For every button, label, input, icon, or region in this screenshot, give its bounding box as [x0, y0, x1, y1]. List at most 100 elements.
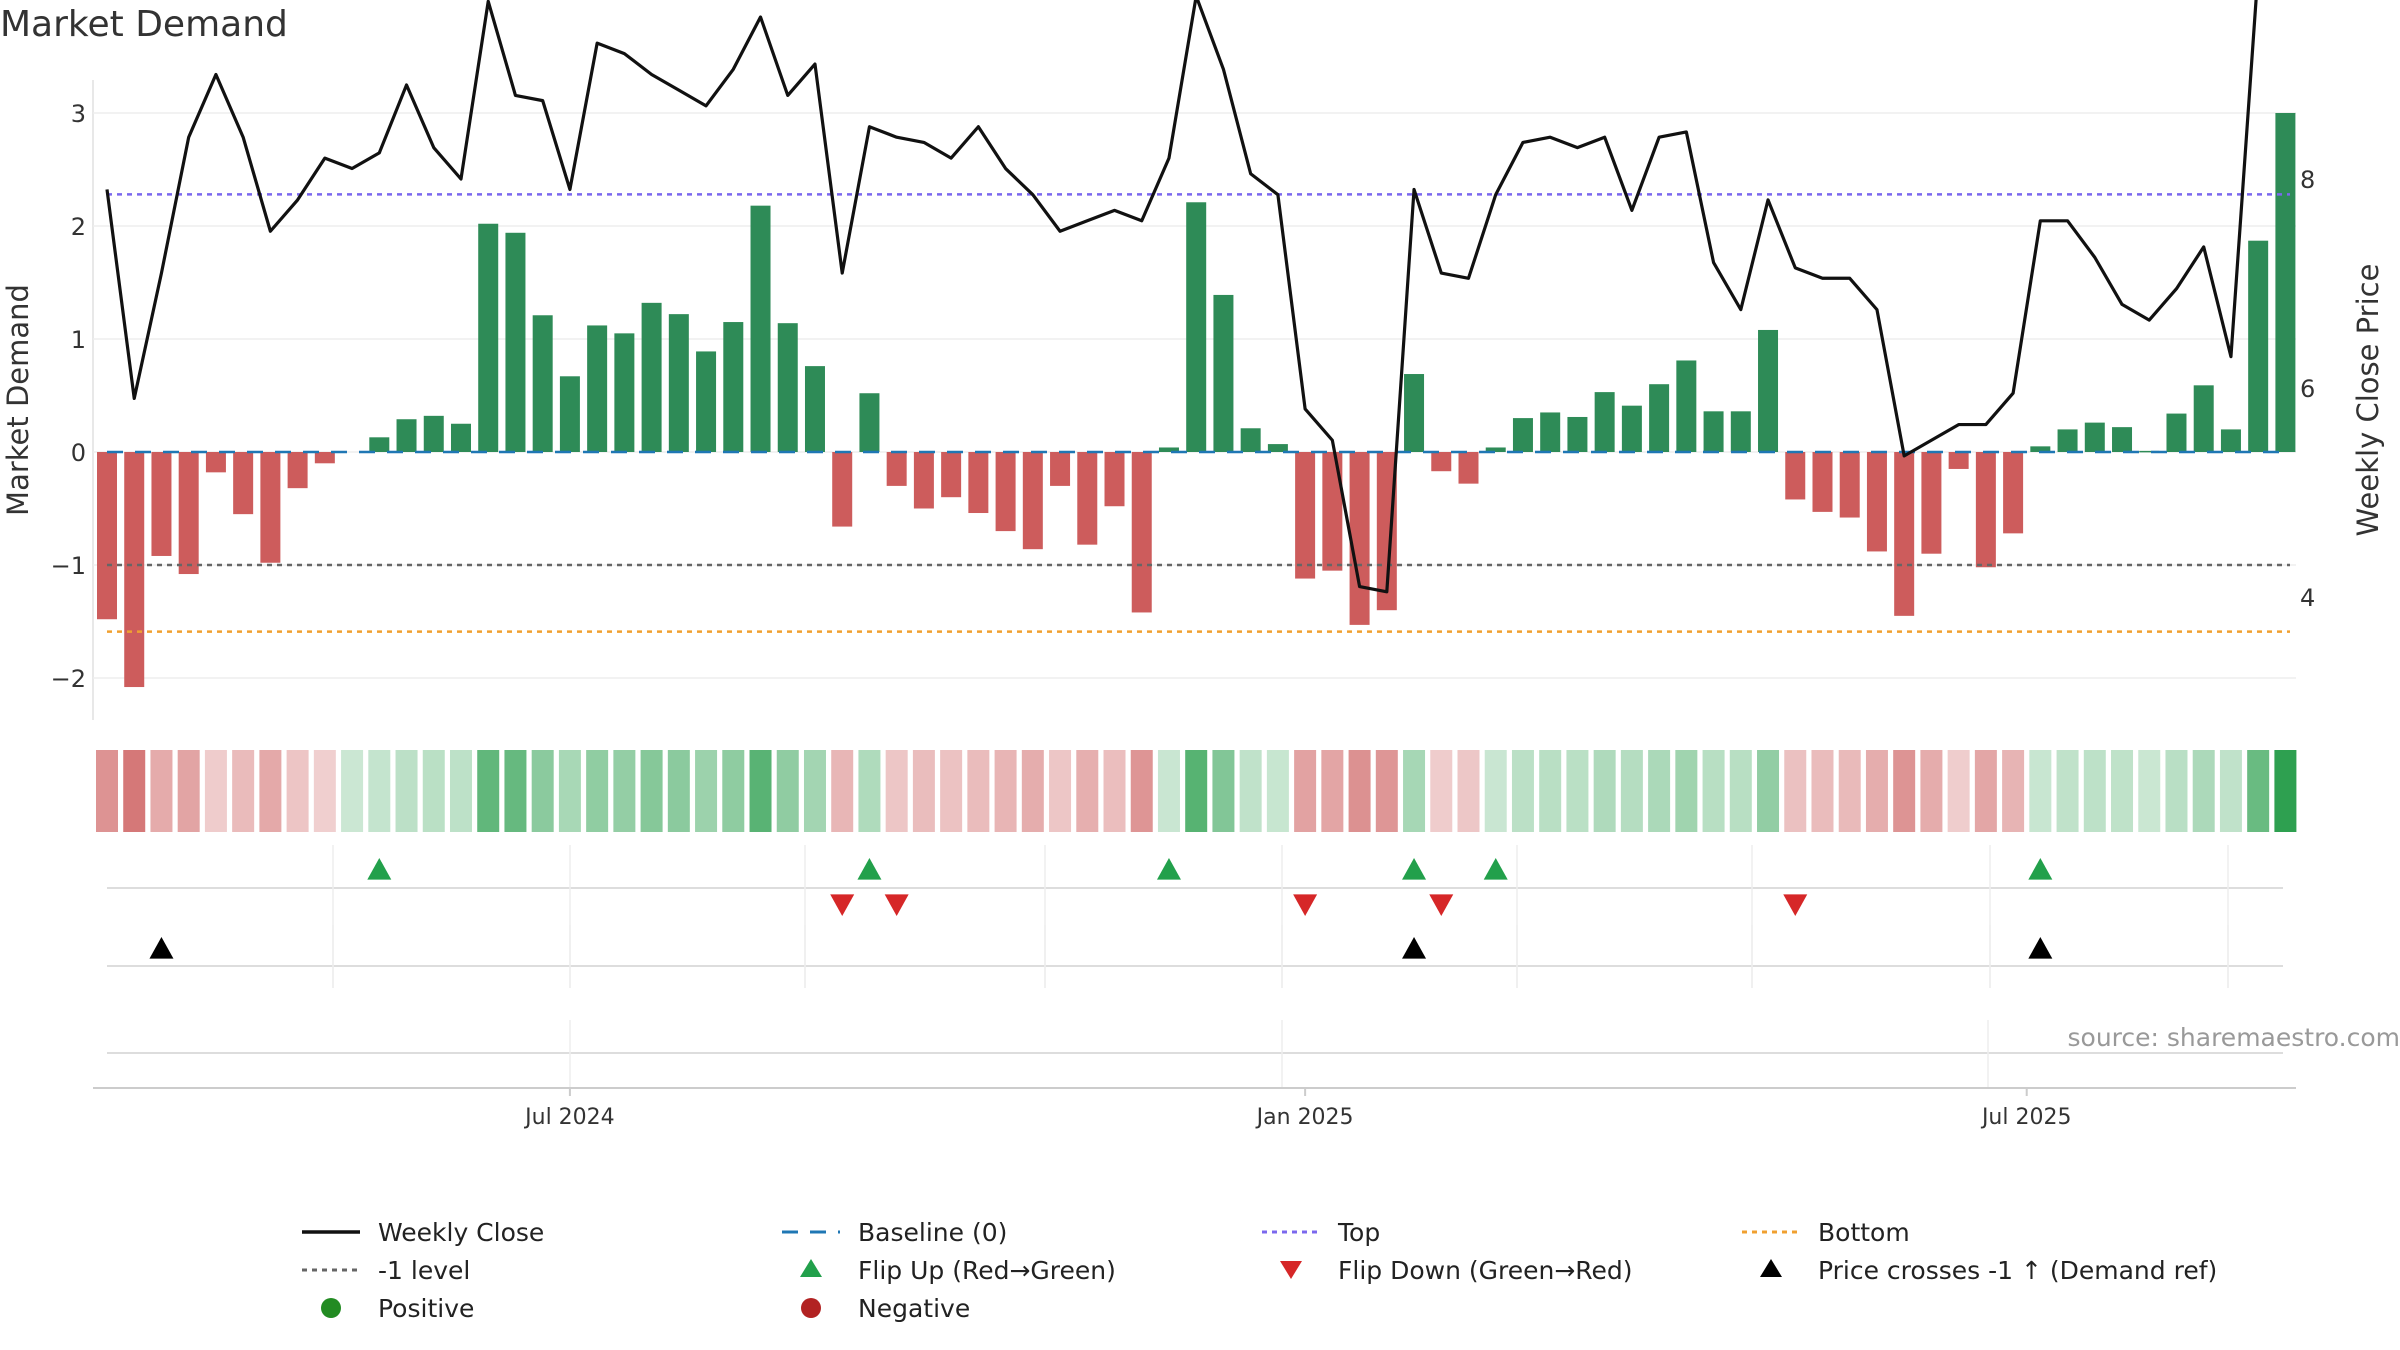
heat-cell	[150, 750, 173, 832]
heat-cell	[695, 750, 718, 832]
demand-bar	[641, 302, 662, 452]
legend-label: Bottom	[1818, 1217, 1910, 1247]
demand-bar	[1077, 452, 1098, 545]
legend-label: Negative	[858, 1293, 971, 1323]
demand-bar	[1921, 452, 1942, 554]
heat-cell	[1648, 750, 1671, 832]
demand-bar	[2166, 413, 2187, 452]
demand-bar	[968, 452, 989, 514]
y2-tick-label: 8	[2300, 166, 2315, 194]
x-tick-label: Jan 2025	[1255, 1105, 1354, 1130]
demand-bar	[941, 452, 962, 498]
heat-cell	[2138, 750, 2161, 832]
heat-cell	[1593, 750, 1616, 832]
legend-item-neg-dot: Negative	[780, 1289, 970, 1327]
heat-cell	[1076, 750, 1099, 832]
demand-bar	[1866, 452, 1887, 552]
heat-cell	[1484, 750, 1507, 832]
heat-cell	[2247, 750, 2270, 832]
heat-cell	[1675, 750, 1698, 832]
heat-cell	[313, 750, 336, 832]
heat-cell	[2002, 750, 2025, 832]
legend-symbol	[780, 1251, 844, 1289]
legend-label: Flip Down (Green→Red)	[1338, 1255, 1633, 1285]
heat-cell	[177, 750, 200, 832]
heat-cell	[504, 750, 527, 832]
demand-bar	[696, 351, 717, 452]
demand-bar	[777, 323, 798, 452]
demand-bar	[2139, 450, 2160, 453]
legend-label: Price crosses -1 ↑ (Demand ref)	[1818, 1255, 2218, 1285]
demand-bar	[450, 423, 471, 452]
demand-bar	[2030, 446, 2051, 452]
legend-item-cross: Price crosses -1 ↑ (Demand ref)	[1740, 1251, 2217, 1289]
demand-bar	[913, 452, 934, 509]
heat-cell	[940, 750, 963, 832]
legend-symbol	[300, 1251, 364, 1289]
demand-bar	[1785, 452, 1806, 500]
demand-bar	[1975, 452, 1996, 568]
demand-bar	[559, 376, 580, 452]
demand-bar	[859, 393, 880, 452]
legend-item-weekly-close: Weekly Close	[300, 1213, 544, 1251]
demand-bar	[1485, 447, 1506, 452]
flip-up-marker	[857, 858, 882, 880]
heat-cell	[2165, 750, 2188, 832]
heat-cell	[586, 750, 609, 832]
heat-cell	[2029, 750, 2052, 832]
heat-cell	[395, 750, 418, 832]
heat-cell	[96, 750, 118, 832]
heat-cell	[1811, 750, 1834, 832]
demand-bar	[1240, 428, 1261, 452]
legend: Weekly Close Baseline (0) Top Bottom -1 leve…	[300, 1213, 2250, 1333]
heat-cell	[449, 750, 472, 832]
legend-item-pos-dot: Positive	[300, 1289, 474, 1327]
y2-tick-label: 6	[2300, 375, 2315, 403]
demand-bar	[1758, 329, 1779, 452]
weekly-close-line	[105, 0, 2258, 594]
heat-cell	[749, 750, 772, 832]
legend-symbol	[1740, 1251, 1804, 1289]
legend-label: Weekly Close	[378, 1217, 545, 1247]
demand-bar	[1022, 452, 1043, 550]
flip-up-marker	[1402, 858, 1427, 880]
demand-bar	[1567, 416, 1588, 452]
heat-cell	[1511, 750, 1534, 832]
demand-bar	[1676, 360, 1697, 452]
heat-cell	[803, 750, 826, 832]
heat-cell	[2083, 750, 2106, 832]
demand-bar	[1104, 452, 1125, 507]
demand-bar	[1267, 444, 1288, 452]
price-cross-marker	[149, 937, 174, 959]
legend-symbol	[1260, 1213, 1324, 1251]
heat-cell	[477, 750, 500, 832]
heat-cell	[2192, 750, 2215, 832]
legend-symbol	[1260, 1251, 1324, 1289]
legend-symbol	[1740, 1213, 1804, 1251]
heat-cell	[341, 750, 364, 832]
legend-label: Top	[1338, 1217, 1381, 1247]
legend-item-minus1: -1 level	[300, 1251, 470, 1289]
demand-bar	[2003, 452, 2024, 534]
chart-title: Market Demand	[0, 4, 288, 45]
heat-cell	[368, 750, 391, 832]
flip-up-marker	[1156, 858, 1181, 880]
y-tick-label: 1	[71, 326, 86, 354]
heat-cell	[667, 750, 690, 832]
demand-bar	[1131, 452, 1152, 613]
legend-symbol	[300, 1289, 364, 1327]
demand-bar	[532, 315, 553, 452]
demand-bar	[750, 205, 771, 452]
flip-up-marker	[2028, 858, 2053, 880]
heat-cell	[885, 750, 908, 832]
heat-cell	[259, 750, 282, 832]
heat-cell	[1130, 750, 1153, 832]
heat-cell	[1729, 750, 1752, 832]
heat-cell	[858, 750, 881, 832]
demand-bar	[369, 437, 390, 452]
heat-cell	[1266, 750, 1289, 832]
heat-cell	[2056, 750, 2079, 832]
heat-cell	[1321, 750, 1344, 832]
heat-cell	[1784, 750, 1807, 832]
heat-cell	[1974, 750, 1997, 832]
